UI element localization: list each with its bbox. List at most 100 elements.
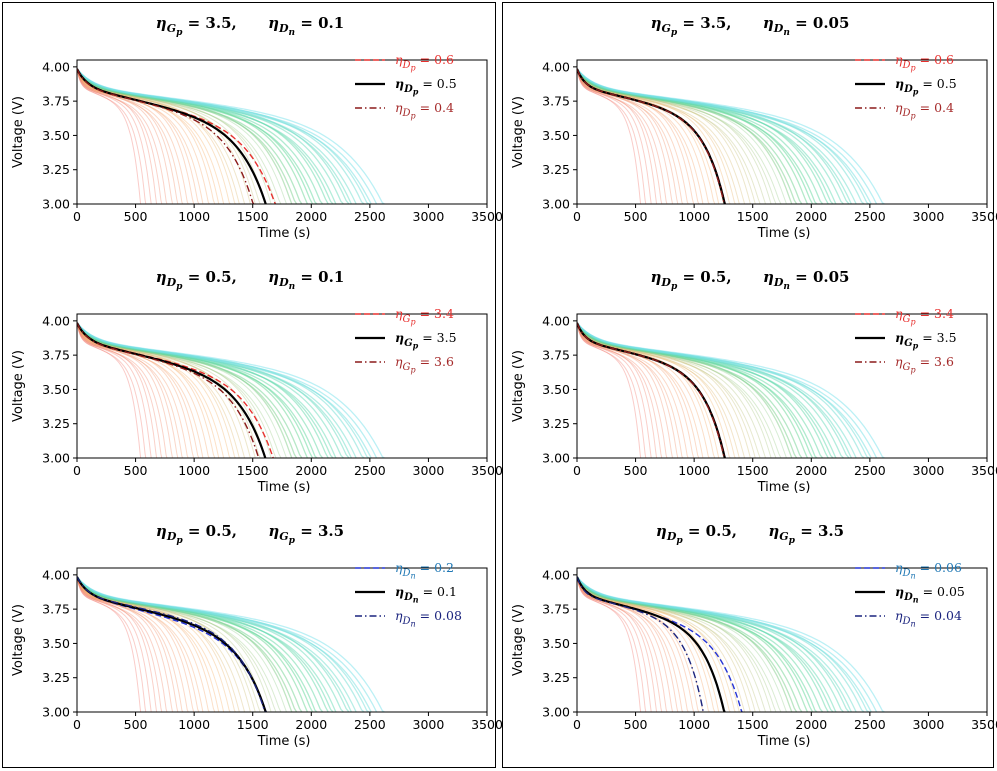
- background-curve: [77, 322, 147, 458]
- background-curve: [77, 322, 357, 458]
- background-curve: [77, 576, 378, 712]
- legend-label-2: ηDp = 0.5: [395, 76, 457, 97]
- x-tick-label: 1000: [178, 209, 210, 224]
- background-curve: [77, 576, 261, 712]
- x-tick-label: 0: [573, 463, 581, 478]
- plot-frame: [576, 313, 988, 459]
- x-tick-label: 3000: [413, 717, 445, 732]
- background-curve: [577, 576, 652, 712]
- background-curve: [577, 576, 857, 712]
- chart-panel-1: ηGp = 3.5, ηDn = 0.1 0 500 1000 1500 2000 2500…: [11, 14, 503, 241]
- background-curve: [77, 68, 256, 204]
- y-axis-label: Voltage (V): [11, 350, 26, 422]
- background-curve: [577, 68, 737, 204]
- background-curve: [77, 322, 261, 458]
- x-tick-label: 1000: [678, 717, 710, 732]
- y-axis-label: Voltage (V): [11, 604, 26, 676]
- x-tick-label: 500: [124, 209, 148, 224]
- y-tick-label: 3.50: [542, 382, 570, 397]
- background-curve: [77, 68, 152, 204]
- chart-panel-5: ηDp = 0.5, ηGp = 3.5 0 500 1000 1500 2000 2500…: [11, 522, 503, 749]
- chart-title: ηDp = 0.5, ηGp = 3.5: [656, 522, 844, 546]
- background-curve: [577, 68, 679, 204]
- x-tick-label: 0: [573, 717, 581, 732]
- background-curve: [77, 68, 174, 204]
- x-tick-label: 3500: [971, 209, 997, 224]
- background-curve: [77, 576, 158, 712]
- x-tick-label: 500: [124, 717, 148, 732]
- x-tick-label: 2500: [854, 209, 886, 224]
- background-curve: [77, 68, 357, 204]
- legend-label-1: ηGp = 3.4: [895, 306, 954, 327]
- y-tick-label: 3.25: [542, 416, 570, 431]
- chart-title: ηGp = 3.5, ηDn = 0.1: [156, 14, 344, 38]
- x-tick-label: 1500: [737, 209, 769, 224]
- background-curve: [77, 322, 163, 458]
- x-tick-label: 1500: [737, 717, 769, 732]
- plot-frame: [576, 567, 988, 713]
- background-curve: [77, 68, 237, 204]
- y-axis-label: Voltage (V): [11, 96, 26, 168]
- x-tick-label: 0: [73, 209, 81, 224]
- x-tick-label: 3500: [471, 209, 503, 224]
- background-curve: [577, 68, 663, 204]
- background-curve: [577, 68, 878, 204]
- chart-title: ηDp = 0.5, ηDn = 0.05: [651, 268, 850, 292]
- series-line-1: [77, 322, 274, 458]
- background-curve: [577, 322, 878, 458]
- x-axis-label: Time (s): [257, 480, 311, 495]
- background-curve: [77, 68, 345, 204]
- x-tick-label: 2000: [295, 463, 327, 478]
- x-tick-label: 3500: [471, 463, 503, 478]
- x-axis-label: Time (s): [757, 480, 811, 495]
- background-curve: [77, 322, 338, 458]
- background-curve: [77, 68, 184, 204]
- background-curve: [77, 68, 179, 204]
- legend-label-2: ηDn = 0.1: [395, 584, 457, 605]
- series-line-3: [77, 322, 260, 458]
- background-curve: [77, 576, 338, 712]
- x-tick-label: 2500: [354, 717, 386, 732]
- x-tick-label: 0: [73, 717, 81, 732]
- background-curve: [577, 576, 746, 712]
- chart-panel-2: ηGp = 3.5, ηDn = 0.05 0 500 1000 1500 2000 250…: [511, 14, 997, 241]
- plot-frame: [76, 59, 488, 205]
- background-curve: [577, 576, 658, 712]
- chart-panel-6: ηDp = 0.5, ηGp = 3.5 0 500 1000 1500 2000 2500…: [511, 522, 997, 749]
- x-tick-label: 2500: [854, 717, 886, 732]
- y-tick-label: 3.50: [42, 382, 70, 397]
- background-curve: [577, 576, 647, 712]
- x-axis-label: Time (s): [757, 226, 811, 241]
- background-curve: [577, 322, 668, 458]
- background-curve: [77, 576, 357, 712]
- y-tick-label: 3.25: [42, 416, 70, 431]
- background-curve: [577, 576, 761, 712]
- background-curve: [77, 576, 386, 712]
- background-curve: [577, 322, 845, 458]
- y-tick-label: 3.50: [42, 636, 70, 651]
- background-curve: [77, 322, 152, 458]
- background-curve: [577, 68, 845, 204]
- x-tick-label: 1000: [678, 463, 710, 478]
- background-curve: [577, 322, 824, 458]
- background-curve: [77, 68, 189, 204]
- background-curve: [77, 68, 142, 204]
- x-tick-label: 3000: [913, 209, 945, 224]
- legend-label-3: ηDn = 0.08: [395, 608, 462, 629]
- y-tick-label: 3.75: [42, 602, 70, 617]
- background-curve: [577, 322, 684, 458]
- background-curve: [77, 576, 174, 712]
- y-tick-label: 3.75: [42, 94, 70, 109]
- background-curve: [77, 322, 324, 458]
- x-tick-label: 1000: [178, 463, 210, 478]
- x-tick-label: 3000: [413, 209, 445, 224]
- background-curve: [77, 576, 324, 712]
- background-curve: [77, 322, 174, 458]
- legend-label-2: ηGp = 3.5: [895, 330, 957, 351]
- background-curve: [577, 68, 824, 204]
- y-tick-label: 4.00: [542, 567, 570, 582]
- background-curve: [577, 322, 679, 458]
- y-tick-label: 3.75: [542, 94, 570, 109]
- y-tick-label: 4.00: [542, 313, 570, 328]
- chart-panel-4: ηDp = 0.5, ηDn = 0.05 0 500 1000 1500 2000 250…: [511, 268, 997, 495]
